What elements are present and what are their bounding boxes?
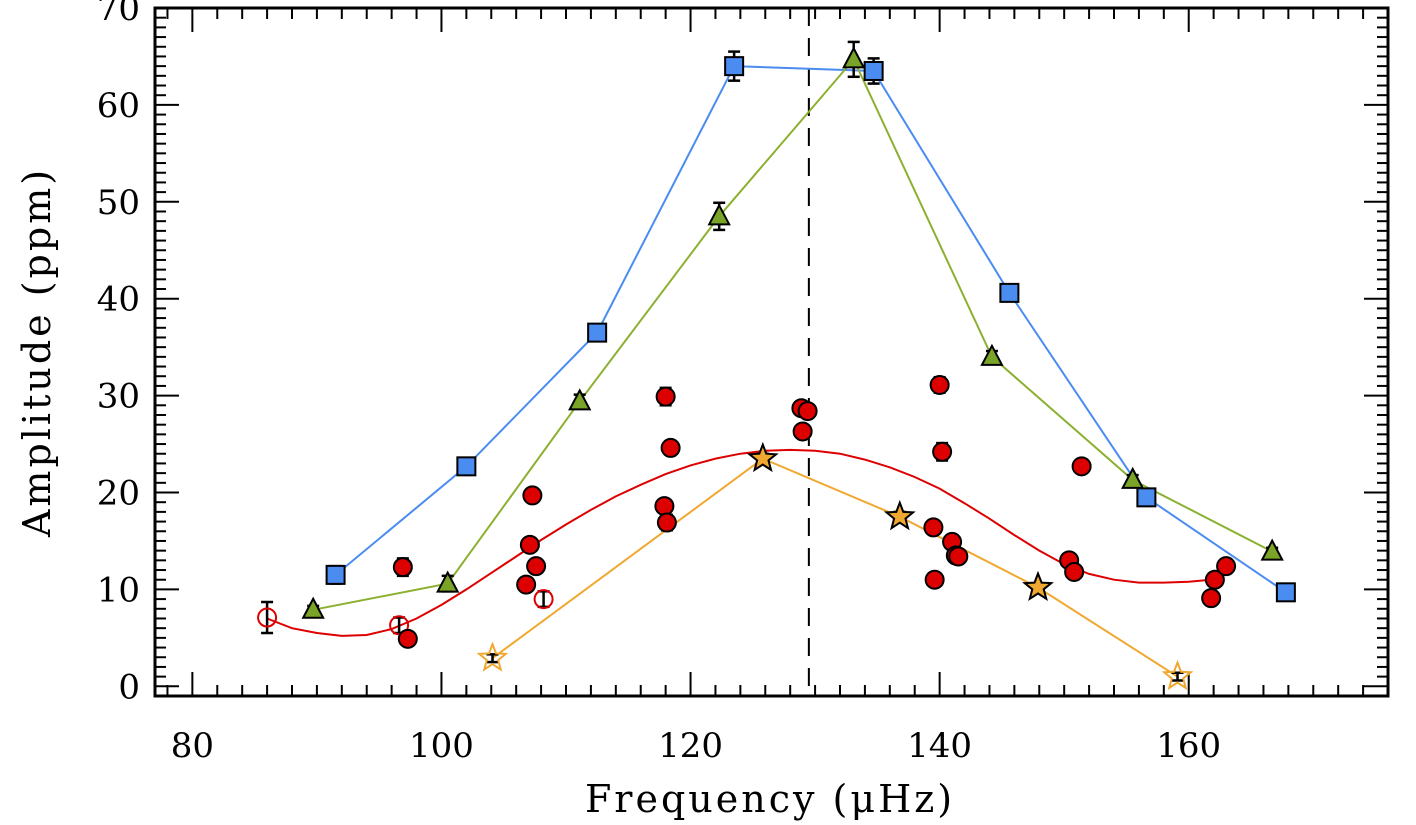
triangle-marker	[1121, 466, 1145, 489]
star-marker	[1022, 570, 1054, 602]
circle-marker	[792, 421, 813, 442]
x-tick-label: 140	[907, 726, 972, 766]
error-bar	[537, 590, 550, 609]
circle-marker	[923, 517, 944, 538]
triangle-marker	[568, 388, 592, 411]
square-marker	[587, 322, 608, 343]
circle-marker	[519, 534, 540, 555]
circle-marker	[932, 441, 953, 462]
circle-marker	[654, 496, 675, 517]
x-tick-label: 100	[409, 726, 474, 766]
x-axis-title: Frequency (μHz)	[585, 777, 955, 821]
square-marker	[325, 564, 346, 585]
x-tick-label: 120	[658, 726, 723, 766]
circle-marker	[526, 556, 547, 577]
square-series-line	[334, 65, 1287, 594]
x-tick-label: 160	[1156, 726, 1221, 766]
triangle-marker	[1260, 538, 1284, 561]
square-marker	[863, 60, 884, 81]
y-tick-label: 0	[118, 667, 140, 707]
star-marker	[746, 441, 779, 473]
square-marker	[999, 282, 1020, 303]
y-tick-label: 10	[97, 570, 140, 610]
circle-marker	[397, 628, 418, 649]
circle-marker	[392, 557, 413, 578]
star-marker	[1161, 659, 1194, 691]
fit-curve	[266, 448, 1212, 637]
error-bar	[486, 653, 499, 664]
circle-marker	[1216, 556, 1237, 577]
error-bars-layer	[261, 40, 1292, 682]
square-marker	[1275, 582, 1296, 603]
circle-marker	[797, 401, 818, 422]
error-bar	[261, 600, 274, 635]
star-marker	[883, 499, 916, 531]
series-lines-layer	[313, 57, 1287, 678]
circle-marker	[1071, 456, 1092, 477]
plot-frame	[153, 6, 1390, 698]
y-tick-label: 30	[97, 377, 140, 417]
triangle-marker	[707, 203, 731, 226]
circle-marker	[924, 569, 945, 590]
triangle-series-line	[313, 57, 1273, 611]
circle-marker	[948, 546, 969, 567]
fit-curve-layer	[266, 448, 1212, 637]
y-tick-label: 50	[97, 183, 140, 223]
triangle-marker	[436, 570, 460, 593]
y-axis-title: Amplitude (ppm)	[15, 167, 59, 538]
star-marker	[476, 641, 509, 672]
circle-marker	[1201, 588, 1222, 609]
circle-marker	[656, 512, 677, 533]
circle-marker	[516, 574, 537, 595]
square-marker	[456, 456, 477, 477]
circle-marker	[257, 607, 278, 628]
circle-marker	[1064, 561, 1085, 582]
circle-marker	[660, 437, 681, 458]
square-marker	[724, 56, 745, 77]
error-bar	[1171, 671, 1184, 682]
y-tick-label: 60	[97, 86, 140, 126]
triangle-marker	[980, 343, 1004, 366]
triangle-marker	[842, 46, 866, 69]
y-tick-label: 40	[97, 280, 140, 320]
circle-marker	[533, 589, 554, 610]
y-tick-label: 20	[97, 474, 140, 514]
triangle-marker	[301, 596, 325, 619]
circle-marker	[929, 374, 950, 395]
square-marker	[1136, 487, 1157, 508]
markers-layer	[257, 46, 1296, 691]
circle-marker	[522, 485, 543, 506]
axes: 80 100 120 140 160 0 10 20 30 40 50 60 70	[97, 0, 1390, 766]
circle-marker	[655, 386, 676, 407]
x-tick-label: 80	[171, 726, 214, 766]
y-tick-label: 70	[97, 0, 140, 29]
circle-marker	[1204, 569, 1225, 590]
